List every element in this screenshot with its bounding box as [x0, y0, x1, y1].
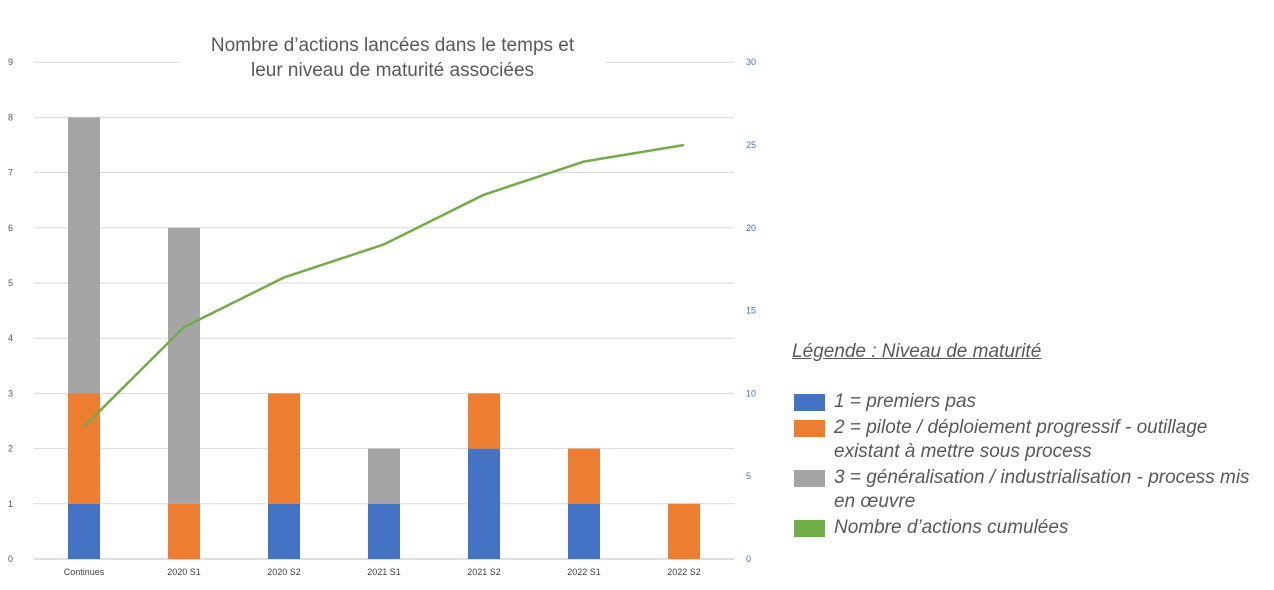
y-right-tick-label: 15 [746, 306, 756, 316]
bar-segment [668, 503, 700, 559]
legend: Légende : Niveau de maturité 1 = premier… [792, 340, 1267, 542]
y-left-tick-label: 7 [8, 168, 13, 178]
y-left-tick-label: 8 [8, 112, 13, 122]
bar-segment [568, 448, 600, 504]
x-tick-label: 2021 S1 [367, 567, 401, 577]
bar-segment [268, 503, 300, 559]
legend-item-level-2: 2 = pilote / déploiement progressif - ou… [792, 416, 1267, 464]
legend-item-label: 1 = premiers pas [834, 391, 977, 412]
legend-item-label: 2 = pilote / déploiement progressif - ou… [834, 417, 1208, 462]
bar-segment [68, 393, 100, 504]
legend-swatch-green [794, 520, 825, 537]
y-right-tick-label: 30 [746, 57, 756, 67]
bar-segment [368, 448, 400, 504]
bar-segment [68, 503, 100, 559]
bar-segment [168, 227, 200, 504]
legend-swatch-gray [794, 470, 825, 487]
y-left-tick-label: 1 [8, 499, 13, 509]
y-right-tick-label: 20 [746, 223, 756, 233]
y-left-tick-label: 0 [8, 554, 13, 564]
legend-item-label: 3 = généralisation / industrialisation -… [834, 467, 1250, 512]
bar-segment [268, 393, 300, 504]
x-tick-label: 2020 S1 [167, 567, 201, 577]
legend-item-level-1: 1 = premiers pas [792, 390, 1267, 414]
legend-item-label: Nombre d’actions cumulées [834, 517, 1069, 538]
chart-title-line-1: Nombre d’actions lancées dans le temps e… [180, 34, 605, 58]
chart-title-line-2: leur niveau de maturité associées [180, 59, 605, 83]
x-tick-label: 2022 S2 [667, 567, 701, 577]
x-tick-label: Continues [64, 567, 105, 577]
y-left-tick-label: 3 [8, 388, 13, 398]
x-tick-label: 2021 S2 [467, 567, 501, 577]
y-left-tick-label: 2 [8, 444, 13, 454]
legend-heading: Légende : Niveau de maturité [792, 340, 1267, 364]
bar-segment [568, 503, 600, 559]
bar-segment [168, 503, 200, 559]
y-right-tick-label: 10 [746, 388, 756, 398]
y-left-tick-label: 9 [8, 57, 13, 67]
y-left-tick-label: 5 [8, 278, 13, 288]
y-right-tick-label: 25 [746, 140, 756, 150]
legend-swatch-orange [794, 420, 825, 437]
x-tick-label: 2022 S1 [567, 567, 601, 577]
bar-segment [468, 393, 500, 449]
y-right-tick-label: 0 [746, 554, 751, 564]
y-left-tick-label: 6 [8, 223, 13, 233]
bar-segment [68, 117, 100, 394]
legend-item-cumulative: Nombre d’actions cumulées [792, 516, 1267, 540]
bar-segment [368, 503, 400, 559]
legend-heading-label: Légende : [792, 341, 877, 362]
legend-heading-text: Niveau de maturité [876, 341, 1042, 362]
legend-item-level-3: 3 = généralisation / industrialisation -… [792, 466, 1267, 514]
y-right-tick-label: 5 [746, 471, 751, 481]
bar-segment [468, 448, 500, 559]
y-left-tick-label: 4 [8, 333, 13, 343]
x-tick-label: 2020 S2 [267, 567, 301, 577]
chart-area: 0 1 2 3 4 5 6 7 8 9 0 5 10 15 20 25 30 Continues 2020 S1 20… [8, 34, 756, 577]
chart-plot: 0 1 2 3 4 5 6 7 8 9 0 5 10 15 20 25 30 Continues 2020 S1 20… [8, 57, 756, 577]
legend-swatch-blue [794, 394, 825, 411]
